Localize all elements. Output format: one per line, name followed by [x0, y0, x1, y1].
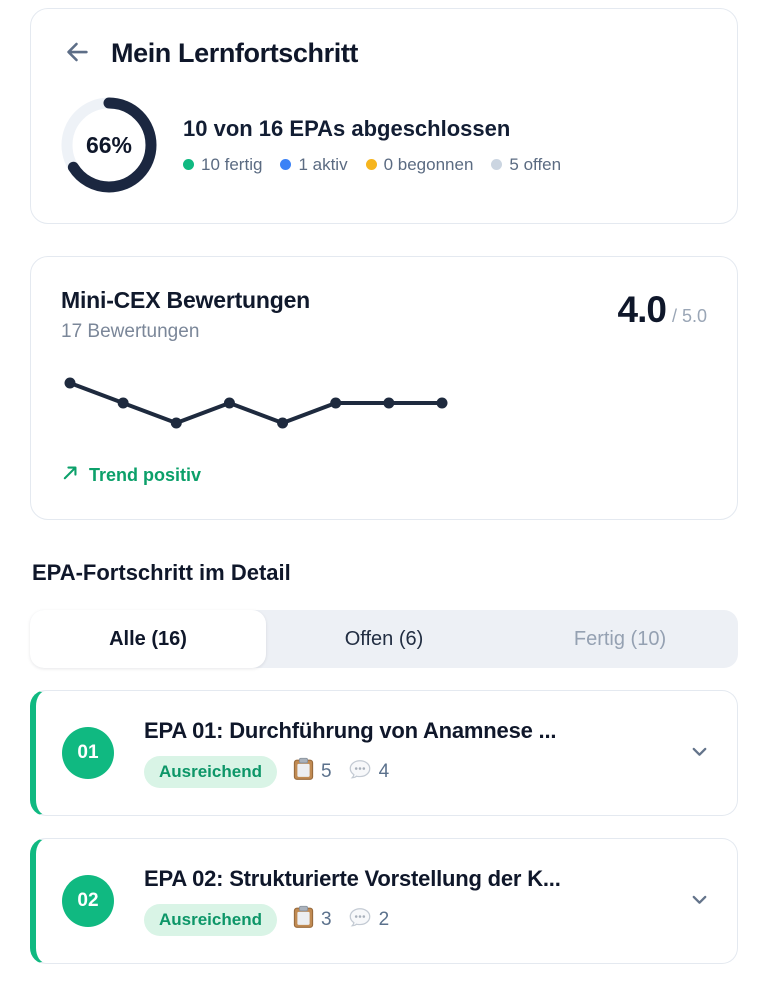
minicex-subtitle: 17 Bewertungen [61, 321, 200, 342]
epa-meta-row: Ausreichend 5 [144, 756, 658, 788]
epa-meta-row: Ausreichend 3 [144, 904, 658, 936]
clipboard-icon [293, 905, 314, 935]
epa-number-badge: 02 [62, 875, 114, 927]
legend-label: 0 begonnen [383, 154, 474, 174]
legend-dot [365, 159, 377, 170]
score-max: / 5.0 [671, 306, 707, 326]
page-header: Mein Lernfortschritt [61, 37, 707, 69]
comment-icon [348, 907, 372, 934]
assessment-count: 5 [293, 757, 332, 787]
progress-texts: 10 von 16 EPAs abgeschlossen 10 fertig 1… [183, 116, 561, 175]
detail-section-title: EPA-Fortschritt im Detail [32, 560, 291, 585]
legend-dot [183, 159, 194, 170]
comment-count: 4 [348, 759, 390, 786]
tab-offen[interactable]: Offen (6) [266, 610, 502, 668]
legend-item-aktiv: 1 aktiv [280, 154, 348, 175]
comment-count-value: 2 [378, 909, 390, 930]
minicex-title: Mini-CEX Bewertungen [61, 287, 311, 313]
legend-dot [491, 159, 503, 170]
comment-count-value: 4 [378, 761, 390, 782]
progress-ring-arc [61, 97, 157, 193]
epa-title: EPA 01: Durchführung von Anamnese ... [144, 718, 557, 743]
minicex-score: 4.0 / 5.0 [618, 287, 707, 331]
legend-dot [280, 159, 292, 170]
tab-fertig[interactable]: Fertig (10) [502, 610, 738, 668]
comment-count: 2 [348, 907, 390, 934]
legend-label: 1 aktiv [298, 154, 348, 174]
page-title: Mein Lernfortschritt [111, 37, 359, 68]
epa-item-content: EPA 02: Strukturierte Vorstellung der K.… [144, 866, 658, 936]
epa-item-content: EPA 01: Durchführung von Anamnese ... Au… [144, 718, 658, 788]
arrow-left-icon [62, 37, 92, 70]
tab-alle[interactable]: Alle (16) [30, 610, 266, 668]
expand-button[interactable] [688, 740, 711, 766]
trend-up-icon [61, 463, 80, 487]
assessment-count-value: 5 [320, 761, 332, 782]
progress-summary-card: Mein Lernfortschritt 66% 10 von 16 EPAs … [30, 8, 738, 224]
rating-badge: Ausreichend [144, 756, 277, 788]
filter-tabs: Alle (16) Offen (6) Fertig (10) [30, 610, 738, 668]
clipboard-icon [293, 757, 314, 787]
back-button[interactable] [61, 37, 93, 69]
rating-badge: Ausreichend [144, 904, 277, 936]
legend-item-offen: 5 offen [491, 155, 561, 175]
legend-label: 10 fertig [201, 154, 263, 174]
comment-icon [348, 759, 372, 786]
minicex-sparkline [64, 377, 448, 429]
status-legend: 10 fertig 1 aktiv 0 begonnen 5 offen [183, 155, 561, 175]
assessment-count: 3 [293, 905, 332, 935]
progress-ring: 66% [61, 97, 157, 193]
legend-item-fertig: 10 fertig [183, 155, 262, 175]
expand-button[interactable] [688, 888, 711, 914]
minicex-titles: Mini-CEX Bewertungen 17 Bewertungen [61, 287, 310, 343]
epa-title: EPA 02: Strukturierte Vorstellung der K.… [144, 866, 561, 891]
assessment-count-value: 3 [320, 909, 332, 930]
minicex-header: Mini-CEX Bewertungen 17 Bewertungen 4.0 … [61, 287, 707, 343]
trend-label: Trend positiv [89, 464, 202, 485]
learning-progress-page: Mein Lernfortschritt 66% 10 von 16 EPAs … [30, 8, 738, 964]
legend-label: 5 offen [509, 154, 562, 174]
epa-list-item[interactable]: 02 EPA 02: Strukturierte Vorstellung der… [30, 838, 738, 964]
chevron-down-icon [688, 888, 711, 914]
epa-list-item[interactable]: 01 EPA 01: Durchführung von Anamnese ...… [30, 690, 738, 816]
minicex-card: Mini-CEX Bewertungen 17 Bewertungen 4.0 … [30, 256, 738, 520]
legend-item-begonnen: 0 begonnen [365, 154, 474, 175]
progress-row: 66% 10 von 16 EPAs abgeschlossen 10 fert… [61, 97, 707, 193]
score-value: 4.0 [617, 289, 667, 330]
trend-indicator: Trend positiv [61, 463, 707, 487]
progress-summary-text: 10 von 16 EPAs abgeschlossen [183, 115, 511, 141]
epa-number-badge: 01 [62, 727, 114, 779]
chevron-down-icon [688, 740, 711, 766]
progress-percent: 66% [85, 131, 133, 158]
